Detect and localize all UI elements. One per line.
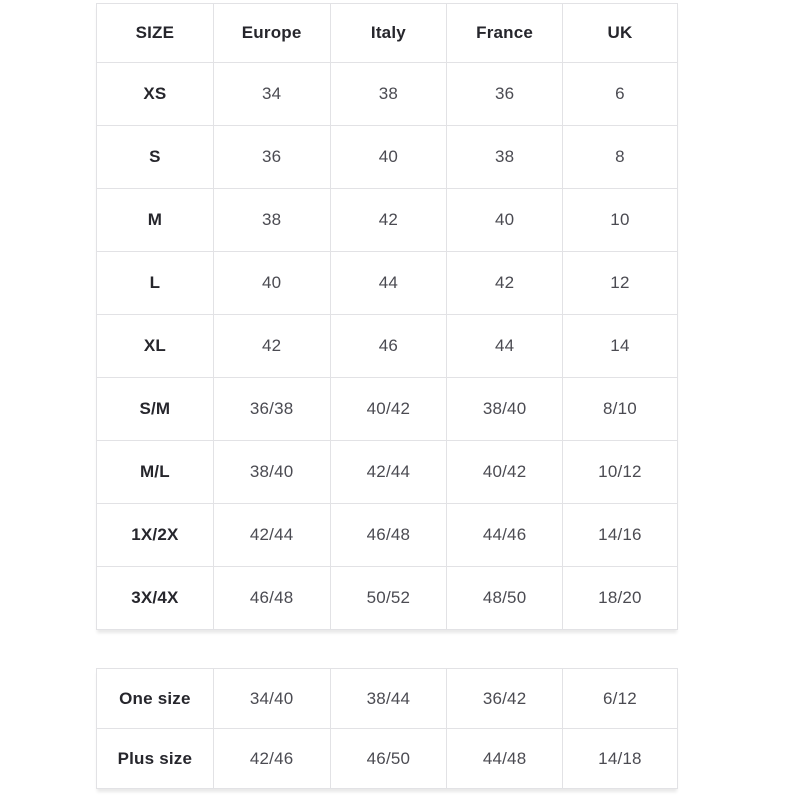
size-label-cell: Plus size	[96, 728, 214, 789]
value-cell: 36/38	[212, 377, 331, 441]
table-header-row: SIZE Europe Italy France UK	[96, 3, 679, 63]
value-cell: 38/44	[329, 668, 448, 729]
table-row-ml: M/L 38/40 42/44 40/42 10/12	[96, 440, 679, 504]
value-cell: 34	[212, 62, 331, 126]
value-cell: 46	[329, 314, 448, 378]
value-cell: 10/12	[561, 440, 679, 504]
size-label-cell: L	[96, 251, 214, 315]
value-cell: 40	[212, 251, 331, 315]
table-row-l: L 40 44 42 12	[96, 251, 679, 315]
value-cell: 42/46	[212, 728, 331, 789]
table-row-1x2x: 1X/2X 42/44 46/48 44/46 14/16	[96, 503, 679, 567]
value-cell: 36/42	[446, 668, 563, 729]
value-cell: 42	[446, 251, 563, 315]
value-cell: 36	[446, 62, 563, 126]
value-cell: 34/40	[212, 668, 331, 729]
column-header-uk: UK	[561, 3, 679, 63]
value-cell: 44	[329, 251, 448, 315]
value-cell: 44/46	[446, 503, 563, 567]
size-label-cell: XS	[96, 62, 214, 126]
value-cell: 10	[561, 188, 679, 252]
value-cell: 40	[446, 188, 563, 252]
value-cell: 6	[561, 62, 679, 126]
value-cell: 48/50	[446, 566, 563, 630]
value-cell: 46/48	[212, 566, 331, 630]
value-cell: 38/40	[446, 377, 563, 441]
table-row-xs: XS 34 38 36 6	[96, 62, 679, 126]
column-header-france: France	[446, 3, 563, 63]
size-label-cell: S	[96, 125, 214, 189]
size-label-cell: XL	[96, 314, 214, 378]
value-cell: 38/40	[212, 440, 331, 504]
value-cell: 36	[212, 125, 331, 189]
size-conversion-table: SIZE Europe Italy France UK XS 34 38 36 …	[96, 3, 679, 630]
table-row-sm: S/M 36/38 40/42 38/40 8/10	[96, 377, 679, 441]
size-label-cell: 1X/2X	[96, 503, 214, 567]
table-row-3x4x: 3X/4X 46/48 50/52 48/50 18/20	[96, 566, 679, 630]
value-cell: 8/10	[561, 377, 679, 441]
value-cell: 40/42	[446, 440, 563, 504]
table-row-m: M 38 42 40 10	[96, 188, 679, 252]
value-cell: 46/50	[329, 728, 448, 789]
value-cell: 12	[561, 251, 679, 315]
value-cell: 14/16	[561, 503, 679, 567]
value-cell: 14/18	[561, 728, 679, 789]
table-row-one-size: One size 34/40 38/44 36/42 6/12	[96, 668, 679, 729]
column-header-italy: Italy	[329, 3, 448, 63]
size-label-cell: M	[96, 188, 214, 252]
table-row-s: S 36 40 38 8	[96, 125, 679, 189]
column-header-europe: Europe	[212, 3, 331, 63]
value-cell: 14	[561, 314, 679, 378]
special-sizes-table: One size 34/40 38/44 36/42 6/12 Plus siz…	[96, 668, 679, 789]
value-cell: 8	[561, 125, 679, 189]
size-label-cell: S/M	[96, 377, 214, 441]
value-cell: 42	[212, 314, 331, 378]
value-cell: 38	[446, 125, 563, 189]
value-cell: 50/52	[329, 566, 448, 630]
value-cell: 38	[212, 188, 331, 252]
value-cell: 42/44	[329, 440, 448, 504]
value-cell: 40	[329, 125, 448, 189]
value-cell: 42/44	[212, 503, 331, 567]
table-row-xl: XL 42 46 44 14	[96, 314, 679, 378]
value-cell: 44	[446, 314, 563, 378]
column-header-size: SIZE	[96, 3, 214, 63]
size-label-cell: 3X/4X	[96, 566, 214, 630]
size-label-cell: One size	[96, 668, 214, 729]
value-cell: 44/48	[446, 728, 563, 789]
value-cell: 38	[329, 62, 448, 126]
value-cell: 40/42	[329, 377, 448, 441]
value-cell: 18/20	[561, 566, 679, 630]
value-cell: 46/48	[329, 503, 448, 567]
value-cell: 6/12	[561, 668, 679, 729]
table-row-plus-size: Plus size 42/46 46/50 44/48 14/18	[96, 728, 679, 789]
size-label-cell: M/L	[96, 440, 214, 504]
value-cell: 42	[329, 188, 448, 252]
